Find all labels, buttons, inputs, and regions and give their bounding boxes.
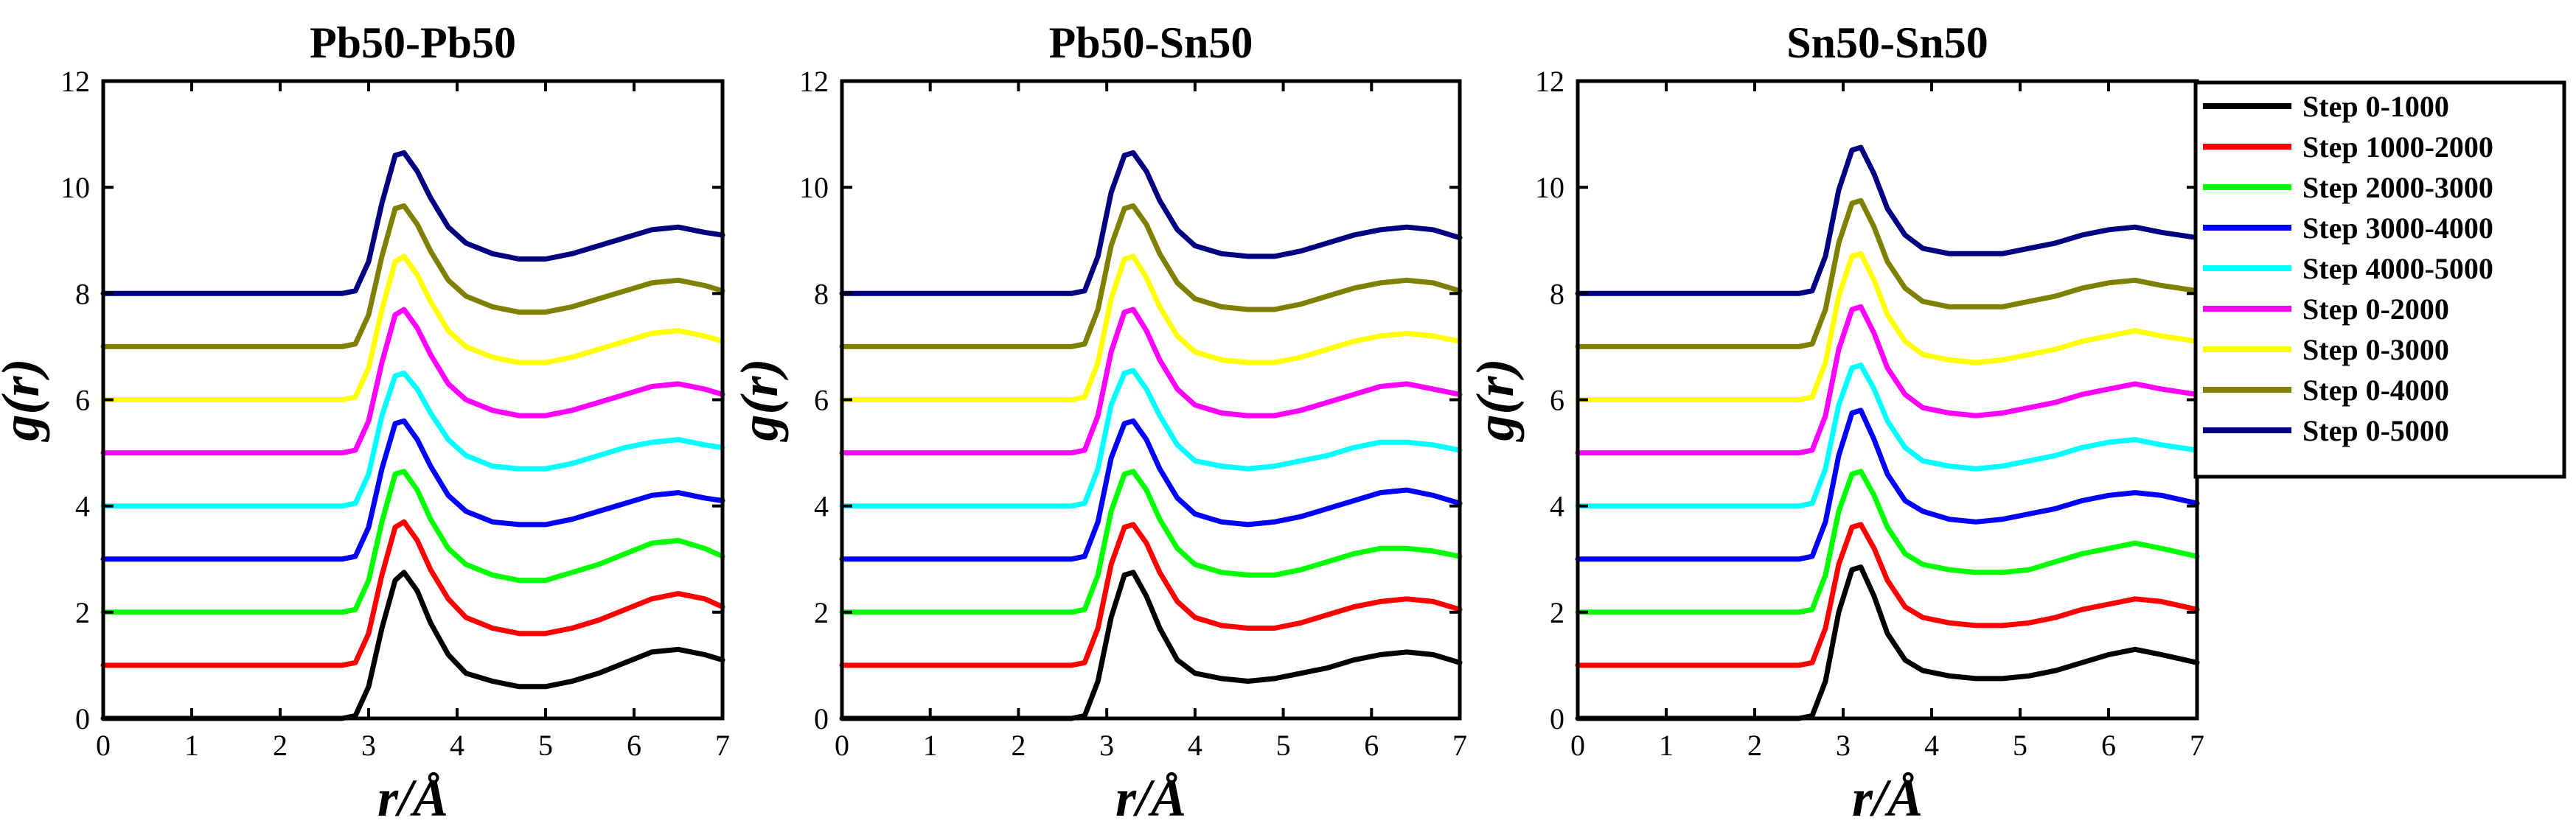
y-tick-label: 12	[60, 65, 90, 98]
series-line-1	[1575, 564, 2200, 721]
x-tick-label: 7	[1452, 729, 1467, 762]
x-tick-label: 1	[1659, 729, 1674, 762]
x-tick-label: 0	[835, 729, 849, 762]
series-line-5	[100, 371, 725, 509]
y-tick-label: 0	[814, 702, 829, 735]
y-tick-label: 10	[1535, 171, 1564, 204]
legend-label: Step 4000-5000	[2302, 252, 2493, 285]
x-tick-label: 3	[361, 729, 376, 762]
y-tick-label: 6	[814, 384, 829, 417]
y-tick-label: 6	[75, 384, 90, 417]
legend-label: Step 0-1000	[2302, 90, 2449, 123]
series-line-2	[839, 522, 1463, 668]
x-axis-label: r/Å	[377, 769, 448, 827]
x-tick-label: 6	[627, 729, 641, 762]
y-axis-label: g(r)	[730, 359, 789, 443]
x-tick-label: 5	[2013, 729, 2027, 762]
y-tick-label: 2	[75, 596, 90, 629]
series-line-3	[100, 469, 725, 615]
x-tick-label: 0	[1570, 729, 1585, 762]
legend-label: Step 0-2000	[2302, 293, 2449, 326]
series-line-1	[839, 570, 1463, 721]
panel-title: Pb50-Pb50	[310, 18, 516, 67]
series-line-9	[1575, 144, 2200, 296]
series-line-4	[839, 418, 1463, 562]
series-line-6	[1575, 304, 2200, 456]
series-line-2	[100, 519, 725, 668]
y-tick-label: 2	[1550, 596, 1564, 629]
x-tick-label: 2	[1747, 729, 1762, 762]
x-tick-label: 3	[1099, 729, 1114, 762]
y-tick-label: 8	[814, 277, 829, 310]
y-axis-label: g(r)	[1466, 359, 1525, 443]
x-tick-label: 2	[273, 729, 288, 762]
series-line-8	[1575, 197, 2200, 349]
series-line-4	[100, 418, 725, 562]
x-tick-label: 2	[1011, 729, 1026, 762]
y-axis-label: g(r)	[0, 359, 50, 443]
x-tick-label: 6	[1364, 729, 1379, 762]
y-tick-label: 0	[1550, 702, 1564, 735]
x-tick-label: 7	[715, 729, 730, 762]
y-tick-label: 4	[1550, 490, 1564, 523]
legend-label: Step 0-5000	[2302, 414, 2449, 447]
x-tick-label: 0	[96, 729, 111, 762]
y-tick-label: 6	[1550, 384, 1564, 417]
series-line-9	[100, 150, 725, 296]
x-tick-label: 7	[2190, 729, 2204, 762]
y-tick-label: 12	[1535, 65, 1564, 98]
x-tick-label: 5	[538, 729, 553, 762]
x-tick-label: 4	[450, 729, 464, 762]
series-line-5	[1575, 363, 2200, 509]
y-tick-label: 8	[1550, 277, 1564, 310]
series-line-8	[839, 203, 1463, 349]
series-line-7	[839, 253, 1463, 402]
x-tick-label: 4	[1188, 729, 1202, 762]
series-line-7	[100, 253, 725, 402]
y-tick-label: 4	[814, 490, 829, 523]
panel-title: Pb50-Sn50	[1049, 18, 1253, 67]
legend-label: Step 1000-2000	[2302, 130, 2493, 164]
x-tick-label: 1	[184, 729, 199, 762]
x-axis-label: r/Å	[1115, 769, 1186, 827]
series-line-7	[1575, 251, 2200, 402]
y-tick-label: 10	[60, 171, 90, 204]
legend-label: Step 3000-4000	[2302, 211, 2493, 245]
y-tick-label: 10	[799, 171, 829, 204]
series-line-3	[1575, 469, 2200, 615]
legend-label: Step 2000-3000	[2302, 171, 2493, 204]
y-tick-label: 0	[75, 702, 90, 735]
legend: Step 0-1000 Step 1000-2000 Step 2000-3000 S…	[2193, 80, 2566, 479]
legend-label: Step 0-3000	[2302, 333, 2449, 366]
y-tick-label: 4	[75, 490, 90, 523]
series-line-3	[839, 469, 1463, 615]
x-tick-label: 4	[1924, 729, 1939, 762]
x-tick-label: 1	[923, 729, 938, 762]
x-axis-label: r/Å	[1852, 769, 1923, 827]
x-tick-label: 3	[1836, 729, 1851, 762]
y-tick-label: 8	[75, 277, 90, 310]
y-tick-label: 12	[799, 65, 829, 98]
series-line-1	[100, 570, 725, 721]
series-line-6	[100, 307, 725, 456]
x-tick-label: 6	[2101, 729, 2116, 762]
panel-title: Sn50-Sn50	[1786, 18, 1988, 67]
series-line-5	[839, 368, 1463, 509]
y-tick-label: 2	[814, 596, 829, 629]
series-line-4	[1575, 407, 2200, 562]
series-line-6	[839, 307, 1463, 456]
series-line-9	[839, 150, 1463, 296]
legend-label: Step 0-4000	[2302, 374, 2449, 407]
series-line-8	[100, 203, 725, 349]
x-tick-label: 5	[1276, 729, 1291, 762]
series-line-2	[1575, 522, 2200, 668]
